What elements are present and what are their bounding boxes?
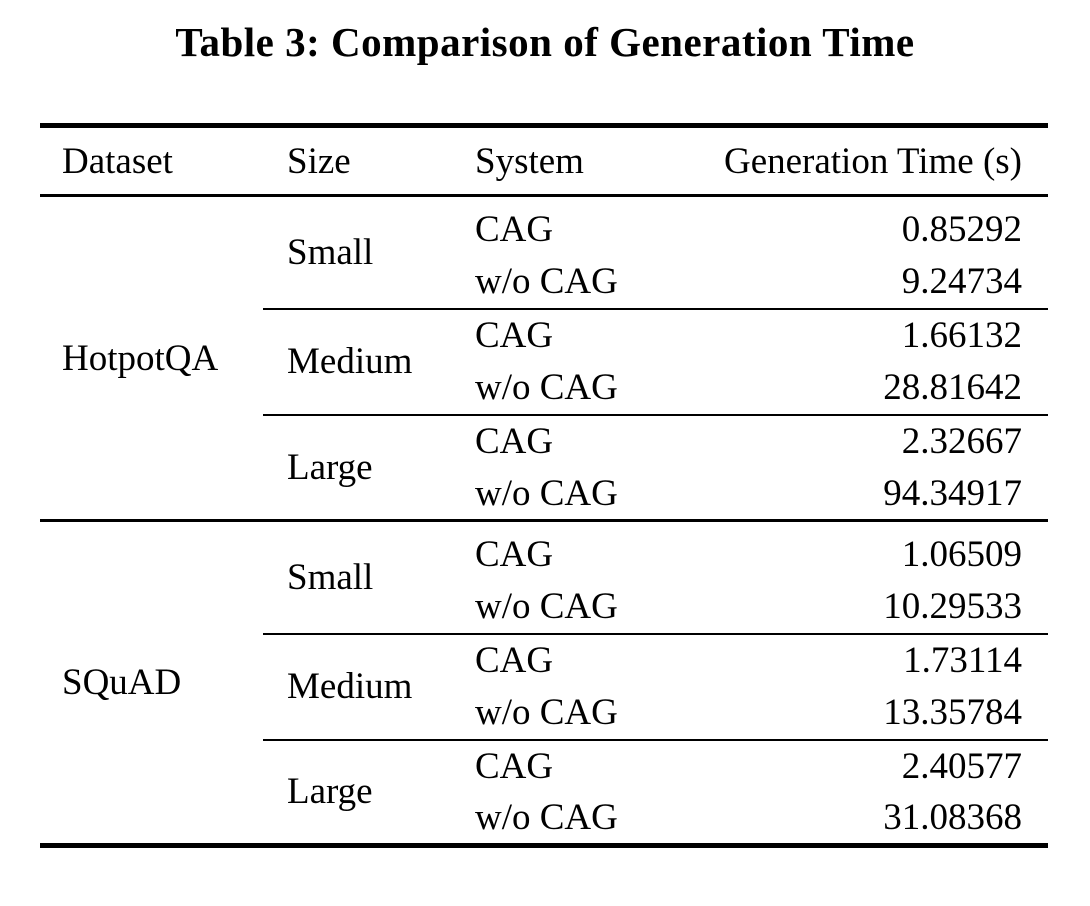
system-cell: CAG	[451, 307, 681, 362]
time-cell: 13.35784	[883, 692, 1022, 733]
column-header-dataset: Dataset	[40, 125, 263, 197]
system-cell: w/o CAG	[475, 586, 618, 627]
table-row: Medium CAG 1.73114	[40, 632, 1048, 740]
size-cell: Medium	[263, 632, 451, 740]
table-caption: Table 3: Comparison of Generation Time	[175, 19, 915, 65]
header-row: Dataset Size System Generation Time (s)	[40, 125, 1048, 197]
system-cell: CAG	[451, 413, 681, 468]
dataset-cell: SQuAD	[40, 519, 263, 846]
dataset-block-squad: SQuAD Small CAG 1.06509 w/o CAG 10.29533…	[40, 519, 1048, 846]
system-cell: w/o CAG	[475, 472, 618, 514]
table-row: Large CAG 2.32667	[40, 413, 1048, 521]
time-cell: 10.29533	[883, 586, 1022, 627]
system-cell: CAG	[451, 632, 681, 687]
time-cell: 1.73114	[681, 632, 1048, 687]
time-cell: 2.40577	[681, 738, 1048, 793]
system-cell: CAG	[451, 519, 681, 581]
system-cell: w/o CAG	[475, 261, 618, 302]
table-row: HotpotQA Small CAG 0.85292	[40, 196, 1048, 378]
column-header-size: Size	[263, 125, 451, 197]
system-cell: w/o CAG	[475, 367, 618, 408]
system-cell: CAG	[475, 209, 554, 251]
time-cell: 94.34917	[883, 472, 1022, 514]
time-cell: 28.81642	[883, 367, 1022, 408]
time-cell: 9.24734	[901, 261, 1022, 302]
table-row: Medium CAG 1.66132	[40, 307, 1048, 415]
time-cell: 1.66132	[681, 307, 1048, 362]
system-cell: CAG	[451, 738, 681, 793]
table-row: w/o CAG 28.81642	[40, 362, 1048, 415]
size-cell: Small	[263, 519, 451, 634]
column-header-generation-time: Generation Time (s)	[681, 125, 1048, 197]
table-row: w/o CAG 10.29533	[40, 581, 1048, 634]
time-cell: 31.08368	[883, 797, 1022, 839]
table-row: w/o CAG 31.08368	[40, 793, 1048, 846]
system-cell: w/o CAG	[475, 692, 618, 733]
size-cell: Medium	[263, 307, 451, 415]
size-cell: Large	[263, 738, 451, 846]
dataset-block-hotpotqa: HotpotQA Small CAG 0.85292 w/o CAG 9.247…	[40, 196, 1048, 521]
time-cell: 1.06509	[681, 519, 1048, 581]
time-cell: 2.32667	[681, 413, 1048, 468]
generation-time-table: Dataset Size System Generation Time (s) …	[40, 123, 1048, 848]
column-header-system: System	[451, 125, 681, 197]
table-header: Dataset Size System Generation Time (s)	[40, 125, 1048, 197]
size-cell: Large	[263, 413, 451, 521]
table-row: w/o CAG 94.34917	[40, 468, 1048, 521]
dataset-cell: HotpotQA	[62, 337, 219, 379]
time-cell: 0.85292	[901, 209, 1022, 251]
system-cell: w/o CAG	[475, 797, 618, 839]
table-row: SQuAD Small CAG 1.06509	[40, 519, 1048, 846]
table-row: Large CAG 2.40577	[40, 738, 1048, 846]
size-cell: Small	[287, 231, 374, 273]
table-row: w/o CAG 13.35784	[40, 687, 1048, 740]
table-row: w/o CAG 9.24734	[40, 256, 1048, 309]
